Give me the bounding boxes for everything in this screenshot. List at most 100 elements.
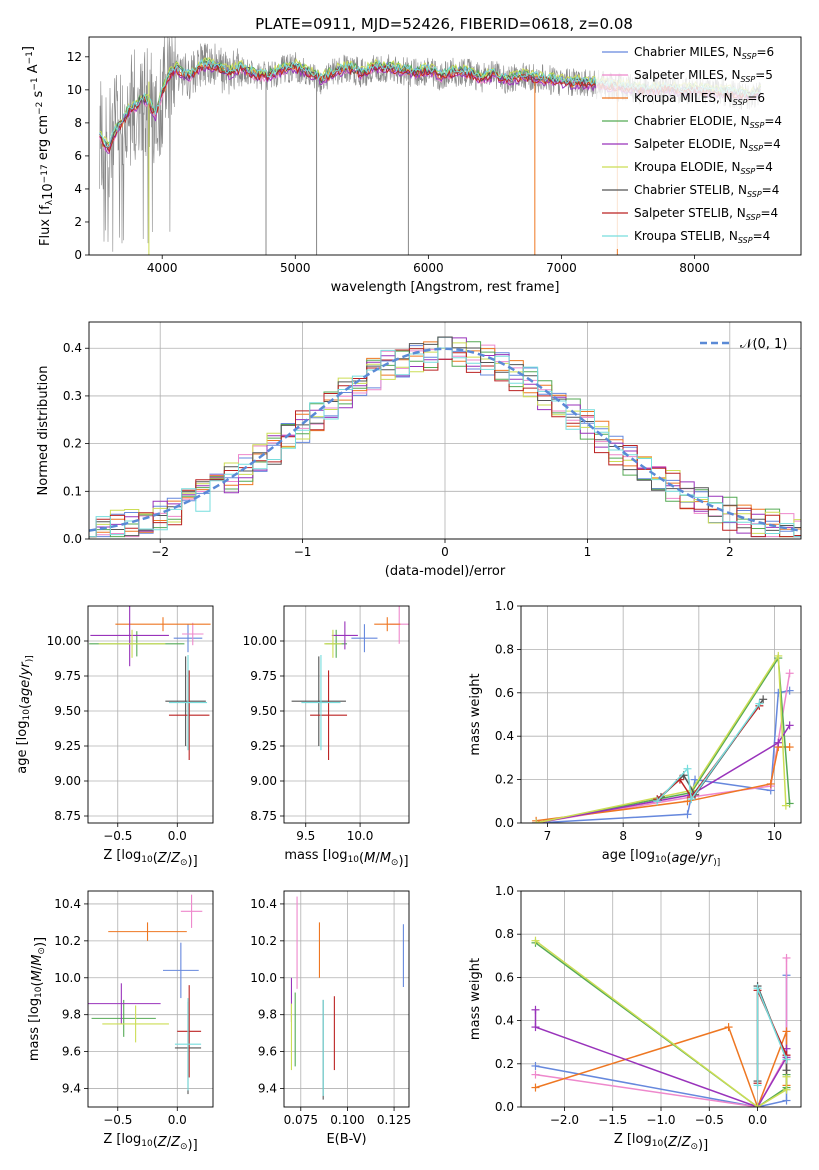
y-tick-label: 0.4 <box>63 341 82 355</box>
y-tick-label: 9.6 <box>62 1045 81 1059</box>
plus-marker <box>532 819 541 823</box>
plus-marker <box>753 984 762 993</box>
y-tick-label: 0.0 <box>495 816 514 830</box>
legend-spectrum: Chabrier MILES, NSSP=6 Salpeter MILES, NS… <box>596 44 798 249</box>
plot-area-mass_vs_Z <box>88 894 203 1095</box>
legend-box <box>596 44 798 249</box>
plot-area-mass_vs_ebv <box>290 896 404 1100</box>
point-salpeter_miles <box>182 622 204 646</box>
legend-label: Salpeter ELODIE, NSSP=4 <box>634 137 781 153</box>
y-tick-label: 0.2 <box>495 1057 514 1071</box>
x-tick-label: −1.0 <box>646 1113 675 1127</box>
point-kroupa_elodie <box>324 629 342 658</box>
legend-label: Salpeter MILES, NSSP=5 <box>634 68 773 84</box>
axes-frame <box>283 605 410 824</box>
point-kroupa_elodie <box>102 1005 169 1043</box>
axes-frame <box>520 605 802 824</box>
plus-marker <box>781 801 790 810</box>
x-tick-label: 8000 <box>679 261 710 275</box>
normal-curve <box>89 347 801 532</box>
y-tick-label: 1.0 <box>495 599 514 613</box>
point-salpeter_elodie <box>88 983 161 1024</box>
x-tick-label: 2 <box>726 545 734 559</box>
plus-marker <box>782 1055 791 1064</box>
axes-age_vs_mass: 9.5 10.0 8.75 9.00 9.25 9.50 9.75 10.00 mass [lo… <box>243 605 410 869</box>
y-tick-label: 9.25 <box>54 739 81 753</box>
x-axis-label: mass [log10(M/M⊙)] <box>284 848 408 869</box>
y-tick-label: 9.75 <box>54 669 81 683</box>
plus-marker <box>782 1027 791 1036</box>
plus-marker <box>531 1083 540 1092</box>
plus-marker <box>531 936 540 945</box>
x-tick-label: 0.075 <box>284 1113 318 1127</box>
y-axis-label: mass weight <box>468 958 483 1040</box>
x-axis-label: age [log10(age/yr)] <box>602 848 720 868</box>
plus-marker <box>653 797 662 806</box>
y-tick-label: 10.4 <box>54 897 81 911</box>
y-tick-label: 8 <box>74 116 82 130</box>
weight-line-chabrier_elodie <box>535 655 791 823</box>
y-axis-label: Flux [fλ10−17 erg cm−2 s−1 A−1] <box>21 46 56 246</box>
plus-marker <box>687 795 696 804</box>
figure-title: PLATE=0911, MJD=52426, FIBERID=0618, z=0… <box>255 15 633 33</box>
plus-marker <box>766 779 775 788</box>
plus-marker <box>759 695 768 704</box>
y-tick-label: 10.4 <box>250 897 277 911</box>
point-kroupa_miles <box>115 617 211 632</box>
x-tick-label: 0.0 <box>748 1113 767 1127</box>
axes-age_vs_Z: −0.5 0.0 8.75 9.00 9.25 9.50 9.75 10.00 Z [log10… <box>15 605 214 869</box>
point-chabrier_miles <box>163 942 199 999</box>
point-chabrier_miles <box>351 624 378 653</box>
point-salpeter_stelib <box>177 985 202 1078</box>
point-salpeter_miles <box>180 894 203 928</box>
x-tick-label: 7000 <box>546 261 577 275</box>
x-tick-label: −2.0 <box>550 1113 579 1127</box>
x-tick-label: 5000 <box>280 261 311 275</box>
y-tick-label: 0.2 <box>495 773 514 787</box>
axes-frame <box>88 36 802 256</box>
x-tick-label: 7 <box>544 829 552 843</box>
x-tick-label: 10 <box>767 829 782 843</box>
x-tick-label: 0 <box>441 545 449 559</box>
grid-age_vs_mass <box>284 606 409 823</box>
legend-label: Chabrier STELIB, NSSP=4 <box>634 183 779 199</box>
y-tick-label: 10.2 <box>54 934 81 948</box>
x-axis-label: Z [log10(Z/Z⊙)] <box>103 1132 197 1153</box>
x-tick-label: 4000 <box>147 261 178 275</box>
plus-marker <box>782 1085 791 1094</box>
y-tick-label: 9.4 <box>258 1082 277 1096</box>
axes-mass_vs_Z: −0.5 0.0 9.4 9.6 9.8 10.0 10.2 10.4 Z [log10(Z/Z… <box>27 890 214 1153</box>
y-tick-label: 12 <box>67 50 82 64</box>
point-kroupa_stelib <box>174 998 202 1091</box>
legend-label: Kroupa STELIB, NSSP=4 <box>634 229 770 245</box>
x-tick-label: 0.100 <box>330 1113 364 1127</box>
point-kroupa_miles <box>374 617 401 632</box>
grid-age_vs_Z <box>88 606 213 823</box>
histogram-salpeter_stelib <box>89 348 801 538</box>
x-tick-label: 9 <box>695 829 703 843</box>
legend-label: Salpeter STELIB, NSSP=4 <box>634 206 778 222</box>
y-tick-label: 9.25 <box>250 739 277 753</box>
point-kroupa_stelib <box>168 655 208 751</box>
axes-mass_vs_ebv: 0.075 0.100 0.125 9.4 9.6 9.8 10.0 10.2 10.4 E(B-… <box>250 890 411 1147</box>
point-salpeter_elodie <box>90 606 169 667</box>
plus-marker <box>531 1023 540 1032</box>
y-tick-label: 0 <box>74 248 82 262</box>
y-tick-label: 10.0 <box>250 971 277 985</box>
x-tick-label: 9.5 <box>296 829 315 843</box>
axes-frame <box>87 890 214 1108</box>
y-tick-label: 0.0 <box>63 532 82 546</box>
y-tick-label: 10.0 <box>54 971 81 985</box>
y-tick-label: 10.00 <box>47 634 81 648</box>
y-tick-label: 9.6 <box>258 1045 277 1059</box>
legend-label: Chabrier MILES, NSSP=6 <box>634 45 774 61</box>
plus-marker <box>753 1081 762 1090</box>
y-tick-label: 9.50 <box>54 704 81 718</box>
x-axis-label: E(B-V) <box>326 1132 366 1147</box>
plot-area-age_vs_mass <box>291 606 409 760</box>
plus-marker <box>683 810 692 819</box>
x-tick-label: −0.5 <box>103 829 132 843</box>
x-tick-label: 10.0 <box>347 829 374 843</box>
x-axis-label: Z [log10(Z/Z⊙)] <box>614 1132 708 1153</box>
y-tick-label: 0.6 <box>495 686 514 700</box>
